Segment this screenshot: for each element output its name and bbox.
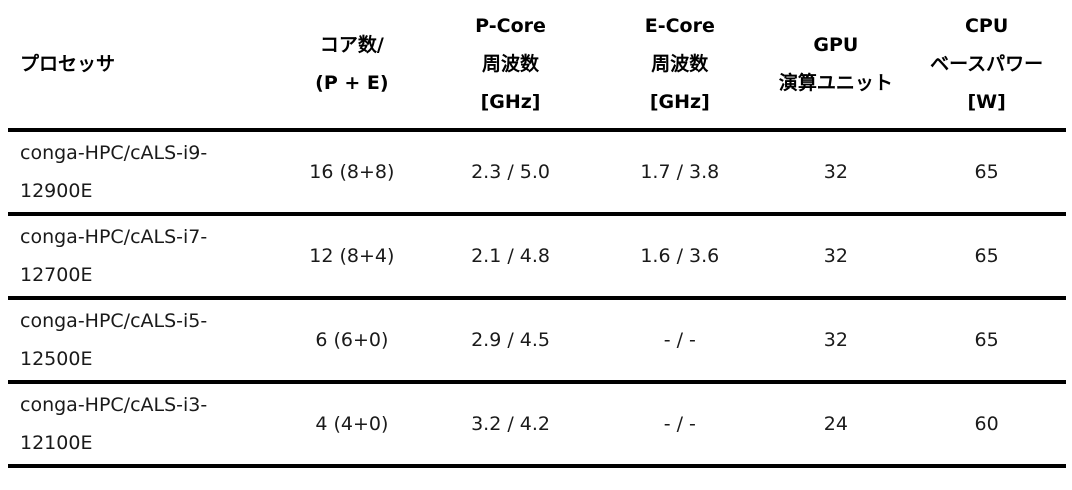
cell-pcore-freq: 2.9 / 4.5 [425,298,596,384]
table-row: conga-HPC/cALS-i9- 12900E 16 (8+8) 2.3 /… [8,130,1066,216]
cell-pcore-freq: 2.3 / 5.0 [425,130,596,216]
cell-ecore-freq: - / - [595,382,765,468]
cell-cpu-base-power: 65 [907,214,1066,300]
cell-pcore-freq: 3.2 / 4.2 [425,382,596,468]
processor-spec-table: プロセッサ コア数/ (P + E) P-Core 周波数 [GHz] E-Co… [8,0,1066,468]
col-header-pcore-freq: P-Core 周波数 [GHz] [425,0,596,132]
col-header-ecore-freq: E-Core 周波数 [GHz] [595,0,765,132]
cell-cpu-base-power: 65 [907,130,1066,216]
cell-cores: 12 (8+4) [277,214,426,300]
header-row: プロセッサ コア数/ (P + E) P-Core 周波数 [GHz] E-Co… [8,0,1066,132]
cell-gpu-units: 32 [764,130,908,216]
table-row: conga-HPC/cALS-i3- 12100E 4 (4+0) 3.2 / … [8,382,1066,468]
col-header-cpu-base-power: CPU ベースパワー [W] [907,0,1066,132]
cell-cores: 4 (4+0) [277,382,426,468]
table-row: conga-HPC/cALS-i5- 12500E 6 (6+0) 2.9 / … [8,298,1066,384]
cell-cores: 6 (6+0) [277,298,426,384]
cell-ecore-freq: 1.7 / 3.8 [595,130,765,216]
cell-cpu-base-power: 60 [907,382,1066,468]
col-header-processor: プロセッサ [8,0,278,132]
cell-ecore-freq: 1.6 / 3.6 [595,214,765,300]
col-header-processor-label: プロセッサ [20,53,116,75]
cell-processor-name: conga-HPC/cALS-i7- 12700E [8,214,278,300]
cell-pcore-freq: 2.1 / 4.8 [425,214,596,300]
table-row: conga-HPC/cALS-i7- 12700E 12 (8+4) 2.1 /… [8,214,1066,300]
cell-gpu-units: 24 [764,382,908,468]
cell-gpu-units: 32 [764,214,908,300]
col-header-cores: コア数/ (P + E) [277,0,426,132]
cell-processor-name: conga-HPC/cALS-i5- 12500E [8,298,278,384]
cell-processor-name: conga-HPC/cALS-i3- 12100E [8,382,278,468]
cell-cpu-base-power: 65 [907,298,1066,384]
cell-processor-name: conga-HPC/cALS-i9- 12900E [8,130,278,216]
cell-cores: 16 (8+8) [277,130,426,216]
cell-ecore-freq: - / - [595,298,765,384]
cell-gpu-units: 32 [764,298,908,384]
col-header-gpu-units: GPU 演算ユニット [764,0,908,132]
